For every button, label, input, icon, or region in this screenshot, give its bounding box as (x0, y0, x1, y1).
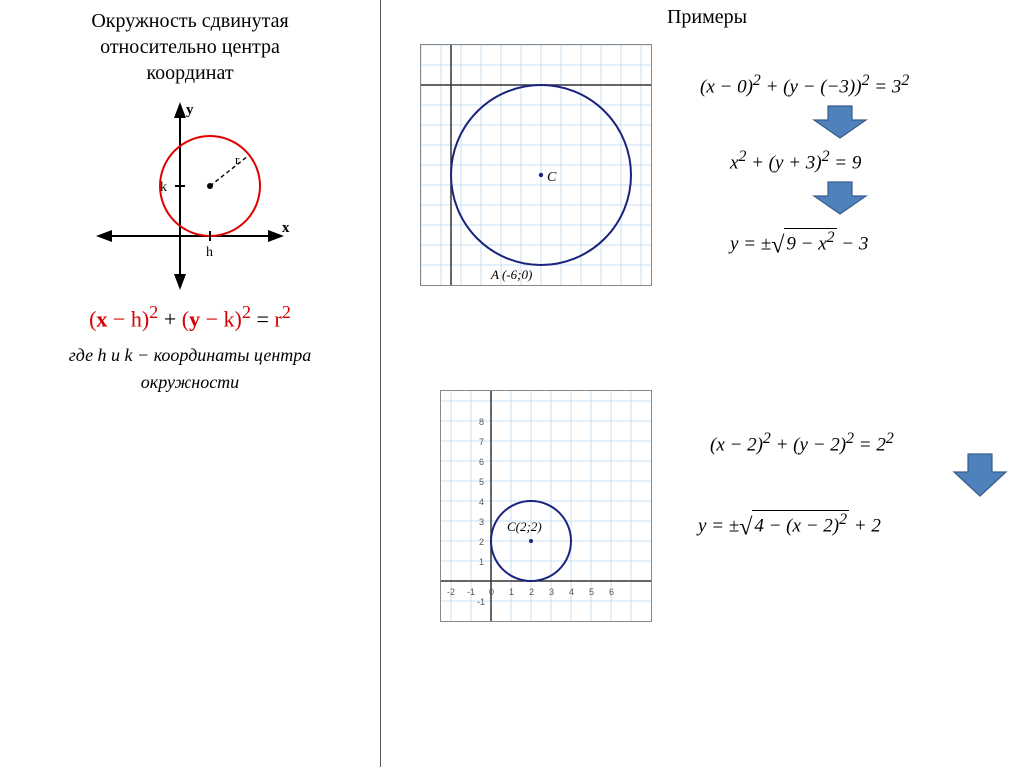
svg-text:y: y (186, 102, 194, 118)
example1-graph: C A (-6;0) (420, 44, 652, 286)
svg-text:-2: -2 (447, 587, 455, 597)
ex2-eq2: y = ±√4 − (x − 2)2 + 2 (698, 510, 881, 541)
svg-text:0: 0 (489, 587, 494, 597)
shifted-circle-diagram: y x r h k (80, 96, 300, 296)
examples-title: Примеры (390, 6, 1024, 29)
svg-text:1: 1 (479, 557, 484, 567)
example2-graph: -2 -1 0 1 2 3 4 5 6 1 2 3 4 5 6 7 8 -1 C(2;2) (440, 390, 652, 622)
svg-text:3: 3 (549, 587, 554, 597)
svg-text:8: 8 (479, 417, 484, 427)
formula-explain: где h и k − координаты центра окружности (0, 342, 380, 396)
ex1-eq2: x2 + (y + 3)2 = 9 (730, 148, 861, 174)
title-line2: относительно центра (100, 36, 280, 58)
svg-text:r: r (235, 152, 240, 167)
right-panel: Примеры C A (-6;0) (x − 0)2 + (y − (−3))… (390, 0, 1024, 29)
svg-text:-1: -1 (467, 587, 475, 597)
svg-text:-1: -1 (477, 597, 485, 607)
title-line1: Окружность сдвинутая (91, 10, 288, 32)
left-panel: Окружность сдвинутая относительно центра… (0, 0, 380, 396)
arrow-down-icon (810, 104, 870, 140)
svg-text:1: 1 (509, 587, 514, 597)
explain-line2: окружности (141, 372, 239, 392)
svg-text:x: x (282, 220, 290, 236)
svg-text:h: h (206, 245, 213, 260)
explain-line1: где h и k − координаты центра (69, 345, 312, 365)
ex2-eq1: (x − 2)2 + (y − 2)2 = 22 (710, 430, 894, 456)
vertical-divider (380, 0, 381, 767)
circle-formula: (x − h)2 + (y − k)2 = r2 (0, 302, 380, 332)
svg-text:2: 2 (479, 537, 484, 547)
svg-text:C(2;2): C(2;2) (507, 519, 542, 534)
svg-text:2: 2 (529, 587, 534, 597)
svg-text:6: 6 (609, 587, 614, 597)
svg-text:3: 3 (479, 517, 484, 527)
ex1-eq1: (x − 0)2 + (y − (−3))2 = 32 (700, 72, 909, 98)
left-title: Окружность сдвинутая относительно центра… (0, 8, 380, 86)
title-line3: координат (146, 62, 233, 84)
arrow-down-icon (950, 452, 1010, 498)
svg-text:4: 4 (569, 587, 574, 597)
svg-text:5: 5 (479, 477, 484, 487)
svg-text:C: C (547, 170, 557, 185)
svg-text:k: k (160, 180, 167, 195)
svg-text:4: 4 (479, 497, 484, 507)
ex1-eq3: y = ±√9 − x2 − 3 (730, 228, 868, 259)
svg-text:5: 5 (589, 587, 594, 597)
arrow-down-icon (810, 180, 870, 216)
svg-text:6: 6 (479, 457, 484, 467)
svg-text:7: 7 (479, 437, 484, 447)
svg-text:A (-6;0): A (-6;0) (490, 267, 532, 282)
